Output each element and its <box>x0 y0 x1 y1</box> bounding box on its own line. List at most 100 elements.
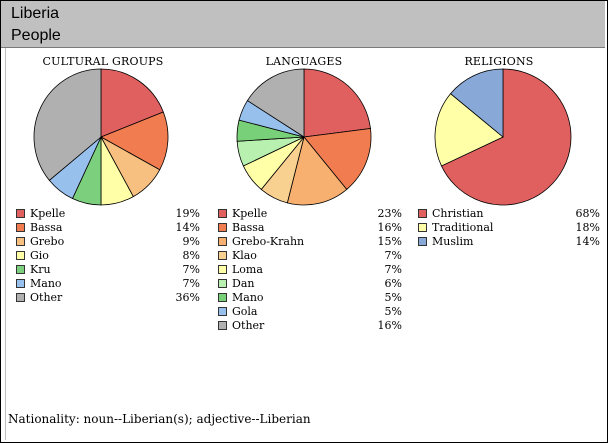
left-margin-rule <box>1 48 6 440</box>
legend-label: Grebo <box>30 235 65 248</box>
pie-slice-traditional <box>434 93 504 167</box>
legend-value: 5% <box>384 291 402 304</box>
legend-value: 5% <box>384 305 402 318</box>
legend-swatch <box>218 223 227 232</box>
religions-legend: Christian 68% Traditional 18% Muslim 14% <box>418 207 600 249</box>
legend-row-grebo-krahn: Grebo-Krahn 15% <box>218 235 402 249</box>
pie-slice-kpelle <box>303 68 371 138</box>
legend-value: 8% <box>182 249 200 262</box>
legend-swatch <box>16 293 25 302</box>
legend-label: Gio <box>30 249 49 262</box>
legend-row-mano: Mano 5% <box>218 291 402 305</box>
legend-value: 9% <box>182 235 200 248</box>
legend-label: Dan <box>232 277 255 290</box>
legend-label: Traditional <box>432 221 494 234</box>
legend-label: Christian <box>432 207 484 220</box>
legend-label: Loma <box>232 263 263 276</box>
legend-row-loma: Loma 7% <box>218 263 402 277</box>
legend-row-muslim: Muslim 14% <box>418 235 600 249</box>
legend-value: 7% <box>182 263 200 276</box>
legend-swatch <box>418 209 427 218</box>
page-subtitle: People <box>11 27 61 44</box>
pie-slice-christian <box>440 68 572 206</box>
legend-swatch <box>418 223 427 232</box>
legend-row-kru: Kru 7% <box>16 263 200 277</box>
legend-swatch <box>218 293 227 302</box>
legend-swatch <box>16 279 25 288</box>
nationality-note: Nationality: noun--Liberian(s); adjectiv… <box>8 412 311 426</box>
legend-row-other: Other 16% <box>218 319 402 333</box>
pie-slice-kpelle <box>100 68 164 138</box>
legend-swatch <box>218 251 227 260</box>
legend-label: Kru <box>30 263 51 276</box>
legend-label: Muslim <box>432 235 474 248</box>
pie-slice-other <box>33 68 102 181</box>
legend-label: Kpelle <box>30 207 66 220</box>
legend-value: 16% <box>377 319 402 332</box>
legend-value: 68% <box>575 207 600 220</box>
legend-row-christian: Christian 68% <box>418 207 600 221</box>
legend-value: 18% <box>575 221 600 234</box>
legend-swatch <box>16 223 25 232</box>
legend-label: Bassa <box>30 221 63 234</box>
legend-row-kpelle: Kpelle 23% <box>218 207 402 221</box>
legend-value: 15% <box>377 235 402 248</box>
pie-slice-bassa <box>100 111 169 171</box>
legend-value: 36% <box>175 291 200 304</box>
legend-row-gio: Gio 8% <box>16 249 200 263</box>
legend-swatch <box>16 209 25 218</box>
languages-pie <box>236 68 372 206</box>
legend-row-mano: Mano 7% <box>16 277 200 291</box>
pie-slice-grebo-krahn <box>286 136 348 206</box>
legend-row-grebo: Grebo 9% <box>16 235 200 249</box>
legend-row-klao: Klao 7% <box>218 249 402 263</box>
legend-swatch <box>218 279 227 288</box>
legend-value: 14% <box>575 235 600 248</box>
pie-slice-bassa <box>303 128 372 190</box>
religions-pie <box>434 68 572 206</box>
legend-row-bassa: Bassa 16% <box>218 221 402 235</box>
legend-label: Klao <box>232 249 257 262</box>
legend-swatch <box>218 321 227 330</box>
legend-swatch <box>16 237 25 246</box>
legend-value: 7% <box>384 263 402 276</box>
legend-value: 19% <box>175 207 200 220</box>
cultural-groups-title: CULTURAL GROUPS <box>42 55 164 68</box>
legend-row-kpelle: Kpelle 19% <box>16 207 200 221</box>
legend-value: 14% <box>175 221 200 234</box>
legend-label: Gola <box>232 305 258 318</box>
legend-value: 7% <box>182 277 200 290</box>
legend-swatch <box>16 251 25 260</box>
legend-value: 23% <box>377 207 402 220</box>
pie-slice-other <box>246 68 305 138</box>
legend-label: Kpelle <box>232 207 268 220</box>
legend-swatch <box>16 265 25 274</box>
legend-value: 6% <box>384 277 402 290</box>
cultural-groups-pie <box>33 68 169 206</box>
page-header: Liberia People <box>1 1 605 48</box>
languages-legend: Kpelle 23% Bassa 16% Grebo-Krahn 15% Klao 7% Lom… <box>218 207 402 333</box>
legend-value: 16% <box>377 221 402 234</box>
legend-swatch <box>218 307 227 316</box>
languages-title: LANGUAGES <box>265 55 343 68</box>
legend-swatch <box>418 237 427 246</box>
legend-row-traditional: Traditional 18% <box>418 221 600 235</box>
legend-row-gola: Gola 5% <box>218 305 402 319</box>
page-title: Liberia <box>11 5 60 22</box>
legend-swatch <box>218 265 227 274</box>
cultural-groups-legend: Kpelle 19% Bassa 14% Grebo 9% Gio 8% Kru 7% Mano 7%… <box>16 207 200 305</box>
religions-title: RELIGIONS <box>464 55 534 68</box>
pie-slice-muslim <box>450 68 504 138</box>
legend-row-other: Other 36% <box>16 291 200 305</box>
legend-swatch <box>218 237 227 246</box>
legend-label: Grebo-Krahn <box>232 235 305 248</box>
legend-row-bassa: Bassa 14% <box>16 221 200 235</box>
legend-label: Mano <box>30 277 62 290</box>
legend-label: Mano <box>232 291 264 304</box>
legend-swatch <box>218 209 227 218</box>
legend-label: Other <box>232 319 265 332</box>
legend-label: Other <box>30 291 63 304</box>
legend-label: Bassa <box>232 221 265 234</box>
legend-row-dan: Dan 6% <box>218 277 402 291</box>
legend-value: 7% <box>384 249 402 262</box>
